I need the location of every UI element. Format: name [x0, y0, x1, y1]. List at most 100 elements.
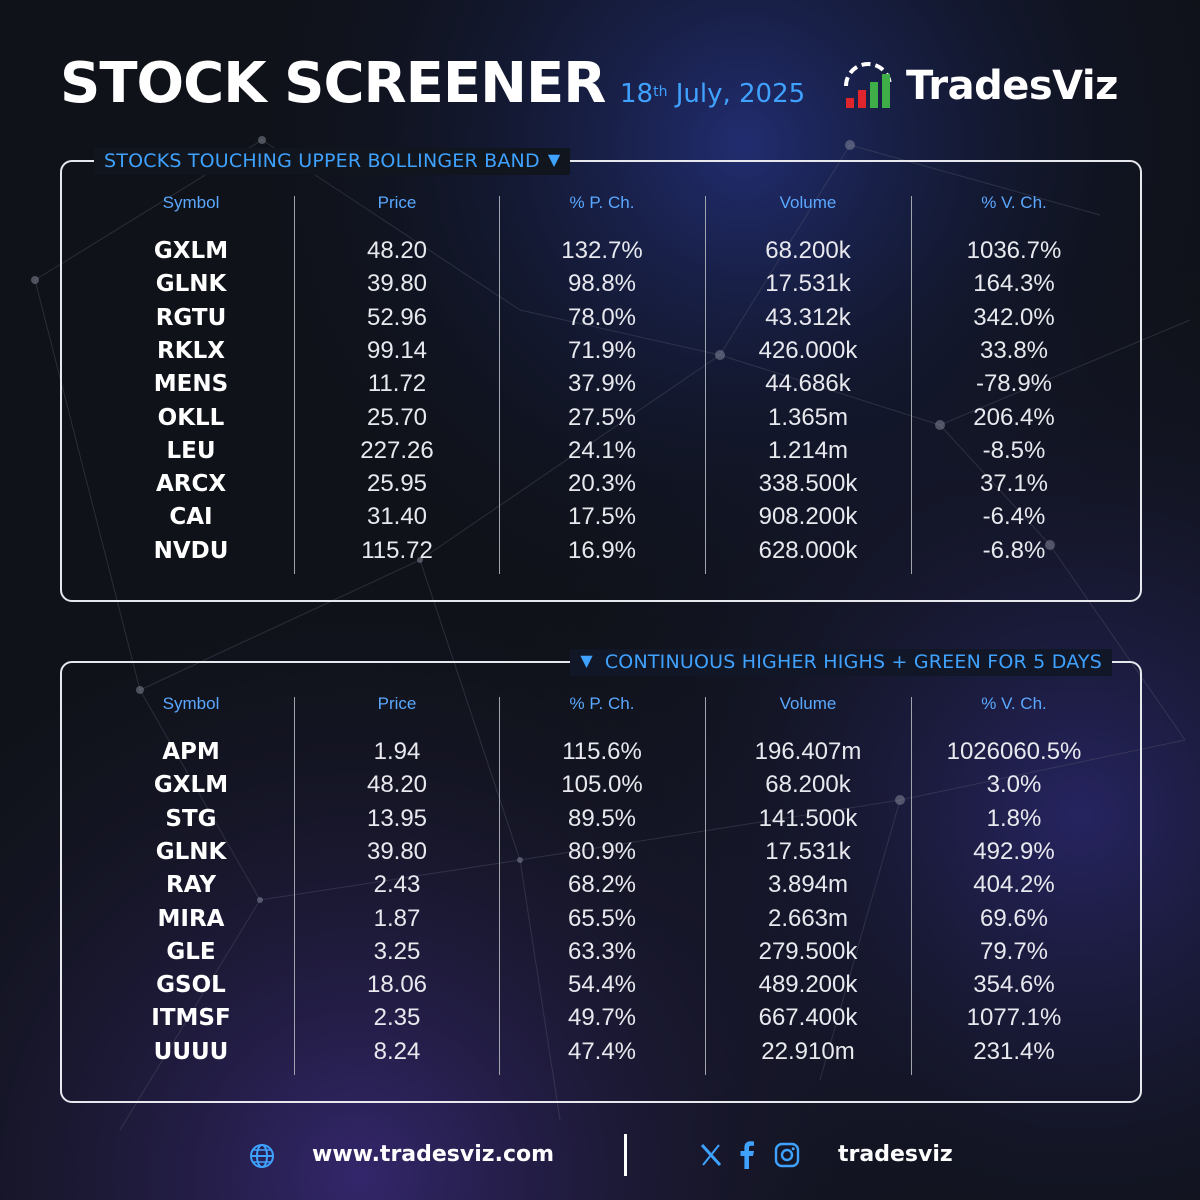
cell-volume-change: 3.0%	[986, 771, 1042, 799]
cell-symbol: STG	[165, 805, 217, 832]
cell-symbol: GSOL	[156, 972, 226, 999]
cell-price: 11.72	[367, 370, 427, 398]
cell-price: 39.80	[366, 270, 428, 298]
cell-symbol: MIRA	[157, 905, 225, 932]
cell-volume: 1.214m	[767, 436, 849, 464]
social-handle[interactable]: tradesviz	[838, 1142, 953, 1167]
cell-volume: 279.500k	[758, 937, 858, 965]
cell-price: 18.06	[366, 971, 428, 999]
column-divider	[499, 697, 500, 1075]
cell-price: 25.95	[366, 470, 428, 498]
column-header: Price	[377, 193, 417, 212]
cell-volume: 17.531k	[765, 837, 851, 865]
cell-price-change: 16.9%	[567, 536, 637, 564]
cell-price: 52.96	[366, 303, 428, 331]
x-icon[interactable]	[698, 1142, 724, 1168]
column-symbol: Symbol APM GXLM STG GLNK RAY MIRA GLE GSOL ITMSF U…	[88, 663, 294, 1101]
cell-volume: 44.686k	[765, 370, 851, 398]
column-price-change: % P. Ch. 132.7% 98.8% 78.0% 71.9% 37.9% 27.5% 2…	[499, 162, 705, 600]
cell-symbol: MENS	[153, 371, 229, 398]
instagram-icon[interactable]	[774, 1142, 800, 1168]
cell-price: 39.80	[366, 837, 428, 865]
cell-volume: 426.000k	[758, 336, 858, 364]
panel-title: STOCKS TOUCHING UPPER BOLLINGER BAND ▼	[94, 148, 571, 175]
cell-volume-change: 404.2%	[973, 871, 1055, 899]
report-date: 18th July, 2025	[620, 77, 805, 111]
date-suffix: th	[653, 84, 668, 100]
cell-volume-change: 1026060.5%	[946, 738, 1082, 765]
cell-volume: 908.200k	[758, 503, 858, 531]
column-price-change: % P. Ch. 115.6% 105.0% 89.5% 80.9% 68.2% 65.5%…	[499, 663, 705, 1101]
cell-volume: 141.500k	[758, 804, 858, 832]
column-price: Price 1.94 48.20 13.95 39.80 2.43 1.87 3.25 18.0…	[294, 663, 500, 1101]
cell-price-change: 63.3%	[567, 937, 637, 965]
cell-volume: 628.000k	[758, 536, 858, 564]
cell-volume: 22.910m	[761, 1037, 855, 1065]
cell-volume: 3.894m	[767, 871, 849, 899]
cell-price-change: 78.0%	[567, 303, 637, 331]
cell-price: 25.70	[366, 403, 428, 431]
facebook-icon[interactable]	[738, 1141, 756, 1169]
column-price: Price 48.20 39.80 52.96 99.14 11.72 25.70 227.2…	[294, 162, 500, 600]
column-header: Price	[377, 694, 417, 713]
cell-price-change: 132.7%	[561, 237, 643, 264]
column-header: % V. Ch.	[981, 193, 1047, 212]
column-header: % P. Ch.	[569, 193, 635, 212]
cell-symbol: CAI	[169, 504, 213, 531]
panel-higher-highs: ▼ CONTINUOUS HIGHER HIGHS + GREEN FOR 5 D…	[60, 649, 1142, 1103]
cell-price-change: 105.0%	[561, 771, 643, 799]
column-divider	[294, 697, 295, 1075]
cell-price-change: 98.8%	[567, 270, 637, 298]
footer: www.tradesviz.com tradesviz	[0, 1128, 1200, 1184]
cell-price-change: 37.9%	[567, 370, 637, 398]
cell-symbol: RGTU	[155, 304, 227, 331]
column-divider	[911, 196, 912, 574]
tradesviz-logo: TradesViz	[840, 56, 1140, 116]
column-header: Volume	[779, 193, 837, 212]
cell-volume: 68.200k	[765, 237, 851, 264]
footer-divider	[624, 1134, 627, 1176]
cell-volume-change: 1077.1%	[966, 1004, 1062, 1032]
cell-volume-change: 342.0%	[973, 303, 1055, 331]
data-table: Symbol GXLM GLNK RGTU RKLX MENS OKLL LEU ARCX CAI…	[62, 162, 1140, 600]
column-header: Symbol	[162, 193, 220, 212]
column-header: Symbol	[162, 694, 220, 713]
cell-price-change: 115.6%	[562, 738, 642, 765]
cell-volume-change: -6.8%	[982, 536, 1046, 564]
cell-volume: 68.200k	[765, 771, 851, 799]
cell-price: 48.20	[366, 237, 428, 264]
cell-volume-change: -6.4%	[982, 503, 1046, 531]
page-title: STOCK SCREENER	[60, 51, 606, 116]
globe-icon	[250, 1144, 274, 1168]
cell-symbol: GXLM	[153, 772, 229, 799]
website-link[interactable]: www.tradesviz.com	[312, 1142, 555, 1167]
cell-price: 48.20	[366, 771, 428, 799]
cell-volume-change: 231.4%	[973, 1037, 1055, 1065]
tradesviz-logo-icon	[844, 62, 892, 108]
panel-upper-bollinger: STOCKS TOUCHING UPPER BOLLINGER BAND ▼ Sy…	[60, 148, 1142, 602]
cell-volume-change: 69.6%	[979, 904, 1049, 932]
cell-volume: 1.365m	[767, 403, 849, 431]
cell-price: 2.35	[373, 1004, 421, 1032]
triangle-down-icon: ▼	[547, 150, 561, 169]
date-day: 18	[620, 79, 654, 109]
cell-price-change: 49.7%	[567, 1004, 637, 1032]
cell-volume-change: 33.8%	[979, 336, 1049, 364]
cell-volume: 338.500k	[758, 470, 858, 498]
column-volume: Volume 196.407m 68.200k 141.500k 17.531k 3.89…	[705, 663, 911, 1101]
cell-symbol: LEU	[166, 437, 216, 464]
cell-price: 31.40	[366, 503, 428, 531]
cell-volume: 43.312k	[765, 303, 851, 331]
cell-price: 115.72	[361, 536, 433, 564]
cell-price: 1.94	[373, 738, 421, 765]
cell-price-change: 47.4%	[567, 1037, 637, 1065]
column-header: % P. Ch.	[569, 694, 635, 713]
brand-name: TradesViz	[906, 63, 1118, 109]
cell-symbol: APM	[162, 739, 220, 765]
cell-volume-change: 164.3%	[973, 270, 1055, 298]
cell-price: 227.26	[360, 436, 434, 464]
cell-symbol: OKLL	[157, 404, 225, 431]
panel-title: ▼ CONTINUOUS HIGHER HIGHS + GREEN FOR 5 D…	[570, 649, 1112, 676]
cell-price-change: 71.9%	[567, 336, 637, 364]
cell-volume-change: 492.9%	[973, 837, 1055, 865]
